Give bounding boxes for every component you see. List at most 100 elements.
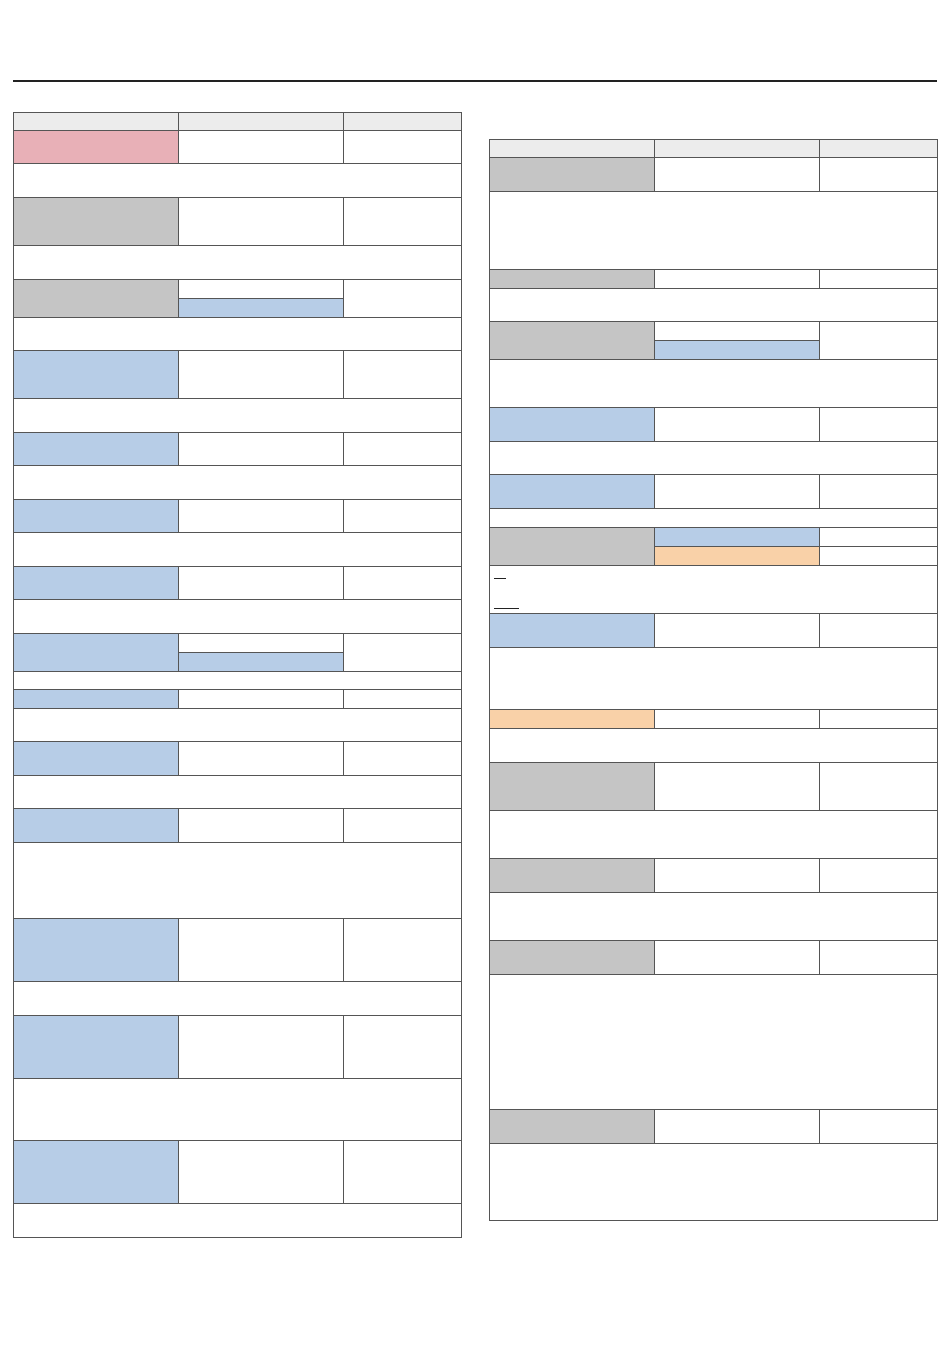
option-cell: [654, 527, 820, 547]
table-row: [489, 527, 938, 566]
description-row: [489, 728, 938, 763]
table-row: [13, 197, 462, 246]
table-row: [13, 432, 462, 466]
cell: [654, 613, 820, 648]
cell: [819, 157, 938, 192]
cell: [654, 1109, 820, 1144]
row-label-cell: [13, 350, 179, 399]
description-cell: [489, 288, 938, 322]
cell: [654, 762, 820, 811]
row-label-cell: [13, 1140, 179, 1204]
row-label-cell: [13, 130, 179, 164]
cell: [178, 499, 344, 533]
cell: [178, 633, 344, 653]
cell: [343, 633, 462, 672]
cell: [178, 130, 344, 164]
row-label-cell: [13, 633, 179, 672]
cell: [819, 407, 938, 442]
description-cell: [13, 671, 462, 690]
cell: [343, 197, 462, 246]
row-label-cell: [489, 157, 655, 192]
table-row: [489, 407, 938, 442]
row-label-cell: [489, 762, 655, 811]
row-label-cell: [13, 741, 179, 776]
cell: [819, 527, 938, 547]
cell: [178, 197, 344, 246]
description-row: [13, 775, 462, 809]
header-cell: [489, 139, 655, 158]
header-cell: [178, 112, 344, 131]
table-row: [489, 321, 938, 360]
cell: [178, 1015, 344, 1079]
cell: [654, 709, 820, 729]
description-row: [13, 708, 462, 742]
option-cell: [654, 340, 820, 360]
table-row: [13, 279, 462, 318]
description-cell: [13, 398, 462, 433]
description-row: [13, 317, 462, 351]
cell: [343, 808, 462, 843]
description-row: [489, 974, 938, 1110]
cell: [654, 474, 820, 509]
description-row: [489, 565, 938, 614]
header-cell: [654, 139, 820, 158]
table-row: [489, 157, 938, 192]
cell: [654, 157, 820, 192]
row-label-cell: [13, 808, 179, 843]
table-row: [489, 613, 938, 648]
table-row: [13, 130, 462, 164]
table-row: [13, 1015, 462, 1079]
description-cell: [13, 708, 462, 742]
description-cell: [13, 465, 462, 500]
description-row: [489, 359, 938, 408]
cell: [819, 709, 938, 729]
table-row: [13, 741, 462, 776]
cell: [343, 350, 462, 399]
description-cell: [13, 775, 462, 809]
description-cell: [489, 359, 938, 408]
cell: [819, 858, 938, 893]
cell: [178, 689, 344, 709]
table-header-row: [13, 112, 462, 131]
cell: [178, 279, 344, 299]
left-spec-table: [13, 112, 462, 1238]
cell: [819, 762, 938, 811]
table-row: [13, 350, 462, 399]
description-row: [489, 288, 938, 322]
description-row: [489, 508, 938, 528]
cell: [343, 689, 462, 709]
cell: [819, 613, 938, 648]
description-cell: [13, 317, 462, 351]
cell: [343, 918, 462, 982]
description-cell: [489, 974, 938, 1110]
cell: [343, 566, 462, 600]
row-label-cell: [13, 432, 179, 466]
cell: [654, 407, 820, 442]
option-cell: [654, 546, 820, 566]
cell: [654, 269, 820, 289]
row-label-cell: [13, 918, 179, 982]
description-row: [13, 398, 462, 433]
description-row: [13, 465, 462, 500]
description-cell: [13, 599, 462, 634]
description-cell: [489, 508, 938, 528]
right-spec-table: [489, 139, 938, 1221]
cell: [343, 499, 462, 533]
table-row: [489, 709, 938, 729]
cell: [178, 741, 344, 776]
table-row: [489, 269, 938, 289]
table-row: [489, 474, 938, 509]
table-row: [13, 499, 462, 533]
header-rule: [13, 80, 937, 82]
header-cell: [343, 112, 462, 131]
table-row: [13, 918, 462, 982]
underline-mark: [494, 578, 506, 579]
cell: [343, 741, 462, 776]
row-label-cell: [489, 613, 655, 648]
table-row: [13, 566, 462, 600]
description-row: [13, 671, 462, 690]
row-label-cell: [489, 940, 655, 975]
row-label-cell: [489, 858, 655, 893]
table-row: [489, 940, 938, 975]
description-cell: [13, 532, 462, 567]
